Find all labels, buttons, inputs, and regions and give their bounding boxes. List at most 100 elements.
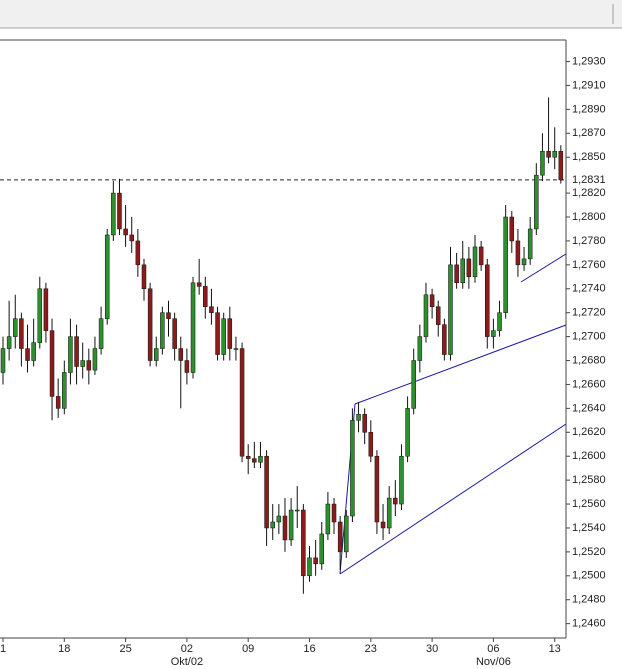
x-tick-label: 18 [58, 643, 70, 655]
candle-body [178, 348, 184, 361]
candle-body [374, 455, 380, 523]
candle-body [534, 174, 539, 230]
candle-body [80, 360, 85, 367]
y-tick-label: 1,2780 [572, 235, 606, 247]
candle-body [74, 336, 79, 367]
candle-body [472, 246, 478, 278]
candle-body [203, 286, 208, 307]
y-tick-label: 1,2890 [572, 103, 606, 115]
candle-body [368, 432, 374, 457]
candle-body [411, 360, 416, 409]
candle-body [37, 288, 43, 343]
y-tick-label: 1,2460 [572, 618, 606, 630]
y-tick-label: 1,2640 [572, 402, 606, 414]
candle-body [245, 455, 251, 459]
y-tick-label: 1,2850 [572, 151, 606, 163]
candle-body [117, 192, 122, 230]
candle-body [196, 282, 202, 287]
x-tick-label: 1 [0, 643, 6, 655]
candle-body [92, 348, 98, 371]
candle-body [43, 288, 49, 331]
candle-body [540, 150, 545, 176]
candle-body [233, 348, 239, 350]
candle-body [503, 216, 508, 313]
candle-body [380, 521, 386, 529]
candle-body [442, 324, 447, 355]
candle-body [399, 455, 404, 505]
candle-body [25, 348, 30, 361]
candle-body [276, 515, 282, 523]
candle-body [129, 234, 134, 242]
candle-body [270, 521, 275, 529]
candle-body [31, 342, 36, 361]
candle-body [68, 336, 73, 373]
x-tick-label: 23 [365, 643, 377, 655]
candle-body [337, 521, 343, 553]
trend-line [339, 423, 567, 575]
candle-body [313, 557, 318, 565]
candle-body [154, 348, 159, 361]
candle-body [282, 515, 288, 541]
candle-body [123, 228, 128, 236]
y-tick-label: 1,2700 [572, 331, 606, 343]
candle-body [147, 288, 153, 361]
candle-body [405, 408, 410, 457]
y-tick-label: 1,2540 [572, 522, 606, 534]
candle-body [386, 497, 392, 529]
candle-body [190, 282, 196, 373]
candle-body [227, 318, 233, 349]
candle-body [362, 414, 367, 433]
candle-body [429, 294, 435, 307]
candle-body [448, 264, 453, 355]
candle-body [172, 318, 177, 349]
candle-body [98, 318, 104, 349]
candle-body [435, 306, 441, 325]
candle-body [209, 306, 214, 313]
candle-body [491, 330, 496, 337]
x-tick-label: 13 [549, 643, 561, 655]
y-tick-label: 1,2930 [572, 55, 606, 67]
candle-body [325, 503, 331, 535]
candle-body [184, 360, 190, 373]
candle-body [264, 455, 269, 529]
y-tick-label: 1,2620 [572, 426, 606, 438]
y-tick-label: 1,2870 [572, 127, 606, 139]
candle-body [558, 150, 564, 181]
reference-label: 1,2831 [572, 174, 606, 186]
x-sublabel: Nov/06 [476, 656, 511, 668]
candle-body [49, 330, 55, 397]
candle-body [19, 318, 24, 349]
x-tick-label: 02 [181, 643, 193, 655]
candle-body [221, 318, 226, 355]
candle-body [546, 150, 551, 158]
x-tick-label: 25 [119, 643, 131, 655]
candle-body [13, 318, 18, 337]
candle-body [55, 396, 61, 409]
candle-body [288, 509, 294, 541]
trend-line [354, 324, 567, 405]
candle-body [166, 312, 171, 319]
candle-body [135, 240, 141, 266]
candle-body [497, 312, 502, 331]
candle-body [160, 312, 165, 349]
x-sublabel: Okt/02 [171, 656, 203, 668]
candle-body [141, 264, 147, 290]
y-tick-label: 1,2500 [572, 570, 606, 582]
candle-body [485, 264, 490, 337]
candle-body [215, 312, 220, 355]
y-tick-label: 1,2580 [572, 474, 606, 486]
x-tick-label: 06 [487, 643, 499, 655]
candle-body [294, 509, 300, 512]
candle-body [6, 336, 12, 349]
candle-body [239, 348, 245, 457]
candle-body [356, 414, 361, 421]
y-tick-label: 1,2820 [572, 187, 606, 199]
trend-line [520, 253, 567, 283]
candle-body [521, 258, 527, 266]
candle-body [393, 497, 398, 505]
candle-body [331, 503, 337, 523]
candle-body [344, 515, 349, 553]
candle-body [478, 246, 484, 266]
x-tick-label: 16 [303, 643, 315, 655]
